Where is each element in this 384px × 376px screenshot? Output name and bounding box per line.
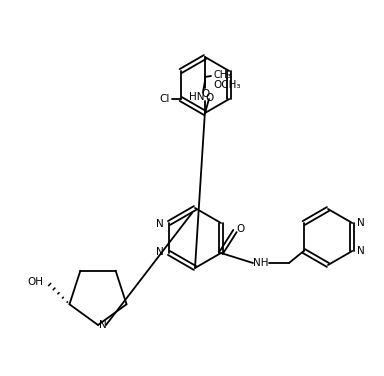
Text: OH: OH [28,277,43,287]
Text: N: N [99,320,107,330]
Text: CH₃: CH₃ [213,70,231,80]
Text: NH: NH [253,258,269,268]
Text: N: N [156,219,164,229]
Text: OCH₃: OCH₃ [213,80,240,90]
Text: O: O [237,224,245,234]
Text: O: O [201,89,209,99]
Text: N: N [358,218,365,228]
Text: N: N [156,247,164,257]
Text: N: N [358,246,365,256]
Text: Cl: Cl [160,94,170,104]
Text: O: O [206,93,214,103]
Text: HN: HN [189,92,205,102]
